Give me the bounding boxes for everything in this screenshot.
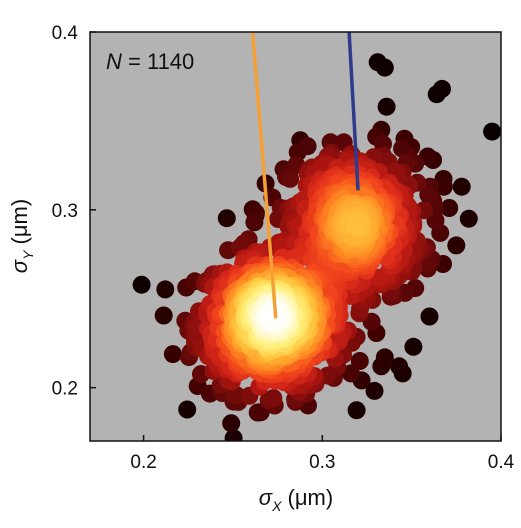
data-point xyxy=(426,211,445,230)
y-axis-subscript: Y xyxy=(20,249,36,260)
x-tick-label: 0.3 xyxy=(309,452,335,473)
x-axis-subscript: X xyxy=(271,498,282,514)
data-point xyxy=(163,345,182,364)
data-point xyxy=(452,177,471,196)
data-point xyxy=(440,199,459,217)
data-point xyxy=(178,400,197,419)
data-point xyxy=(217,209,236,228)
data-point xyxy=(281,169,300,188)
y-tick-label: 0.3 xyxy=(52,201,78,222)
data-point xyxy=(298,137,317,156)
data-point xyxy=(459,209,478,228)
plot-frame xyxy=(89,31,502,442)
data-point xyxy=(350,352,369,370)
y-tick-label: 0.4 xyxy=(52,23,79,44)
data-point xyxy=(132,275,151,294)
data-point xyxy=(227,386,246,404)
trajectory-line xyxy=(250,32,278,319)
data-point xyxy=(222,414,241,433)
data-point xyxy=(483,122,501,141)
y-tick-label: 0.2 xyxy=(52,379,78,400)
data-point xyxy=(404,337,423,356)
data-point xyxy=(375,58,394,77)
y-axis-label: σY (μm) xyxy=(7,199,36,273)
data-point xyxy=(154,306,173,325)
data-point xyxy=(427,85,446,104)
data-point xyxy=(365,381,384,400)
data-point xyxy=(242,451,260,469)
x-tick-label: 0.2 xyxy=(130,452,156,473)
x-axis-label: σX (μm) xyxy=(259,485,333,514)
data-point xyxy=(377,97,396,116)
data-point xyxy=(347,401,366,420)
y-axis-unit: (μm) xyxy=(7,199,32,251)
data-point xyxy=(419,185,438,204)
data-point xyxy=(156,280,175,299)
data-point xyxy=(375,348,394,367)
annotation-value: = 1140 xyxy=(122,49,194,74)
x-axis-symbol: σ xyxy=(259,485,273,510)
x-tick-label: 0.4 xyxy=(488,452,515,473)
data-point xyxy=(420,307,439,326)
trajectory-line xyxy=(347,32,360,191)
data-point xyxy=(341,364,360,383)
data-point xyxy=(245,213,264,232)
data-point xyxy=(390,357,409,376)
sample-count-annotation: N = 1140 xyxy=(106,49,194,74)
data-point xyxy=(264,389,283,408)
data-point xyxy=(224,429,243,441)
annotation-variable: N xyxy=(106,49,122,74)
data-point xyxy=(434,177,453,196)
y-axis-symbol: σ xyxy=(7,259,32,273)
data-point xyxy=(447,236,466,255)
data-point xyxy=(345,216,364,235)
x-axis-unit: (μm) xyxy=(281,485,333,510)
